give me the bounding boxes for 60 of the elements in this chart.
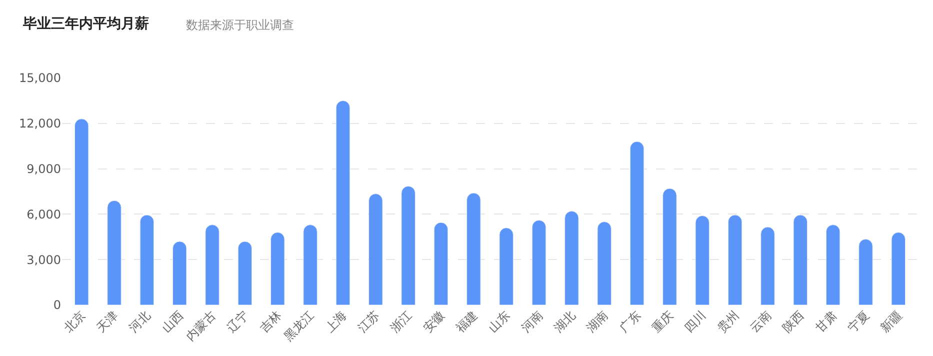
- x-tick-label: 安徽: [420, 308, 448, 336]
- x-tick-label: 辽宁: [224, 308, 252, 336]
- x-tick-label: 四川: [682, 308, 709, 336]
- bar: [270, 232, 285, 305]
- x-tick-label: 广东: [616, 308, 644, 336]
- y-tick-label: 3,000: [26, 252, 61, 267]
- x-tick-label: 河南: [518, 308, 546, 336]
- bar: [74, 118, 89, 305]
- y-tick-label: 12,000: [19, 116, 61, 131]
- x-tick-label: 北京: [61, 308, 88, 336]
- bar: [891, 232, 906, 305]
- bar: [466, 192, 481, 305]
- x-tick-label: 陕西: [780, 308, 807, 336]
- x-tick-label: 新疆: [878, 308, 905, 336]
- bar: [172, 241, 187, 305]
- x-tick-label: 云南: [747, 308, 774, 336]
- bar: [630, 141, 644, 305]
- chart-subtitle: 数据来源于职业调查: [186, 18, 294, 32]
- x-tick-label: 内蒙古: [183, 308, 219, 344]
- x-tick-label: 湖北: [551, 308, 578, 336]
- x-tick-label: 福建: [453, 308, 480, 336]
- x-tick-label: 甘肃: [812, 308, 840, 336]
- y-tick-label: 6,000: [26, 207, 61, 222]
- bar: [826, 224, 840, 305]
- bar: [368, 194, 383, 305]
- x-tick-label: 浙江: [388, 308, 415, 336]
- x-tick-label: 湖南: [584, 308, 611, 336]
- bar: [205, 224, 220, 305]
- chart-title: 毕业三年内平均月薪: [22, 16, 149, 32]
- bar: [303, 224, 318, 305]
- x-tick-label: 江苏: [355, 308, 382, 336]
- bar: [728, 214, 742, 305]
- bar: [858, 238, 873, 305]
- bar: [107, 200, 122, 305]
- x-tick-label: 山东: [486, 308, 513, 336]
- bar: [336, 100, 350, 305]
- bar: [499, 228, 514, 305]
- x-tick-label: 贵州: [714, 308, 742, 336]
- bar: [695, 215, 710, 305]
- x-tick-label: 河北: [126, 308, 154, 336]
- bar: [760, 226, 775, 305]
- x-tick-label: 上海: [322, 308, 350, 336]
- x-tick-label: 重庆: [649, 308, 676, 336]
- x-tick-label: 黑龙江: [281, 308, 317, 344]
- x-tick-label: 宁夏: [845, 308, 872, 336]
- bar: [140, 214, 154, 305]
- y-tick-label: 15,000: [19, 71, 61, 86]
- y-tick-label: 9,000: [26, 162, 61, 176]
- bar: [564, 210, 579, 305]
- x-tick-label: 天津: [94, 308, 121, 336]
- bar: [401, 186, 416, 305]
- bar: [434, 222, 448, 305]
- y-tick-label: 0: [53, 298, 61, 312]
- bar: [662, 188, 677, 305]
- x-tick-label: 吉林: [257, 308, 284, 336]
- x-tick-label: 山西: [159, 308, 186, 336]
- bar: [532, 220, 546, 305]
- bar: [793, 214, 808, 305]
- bar: [597, 222, 612, 305]
- bar: [238, 241, 252, 305]
